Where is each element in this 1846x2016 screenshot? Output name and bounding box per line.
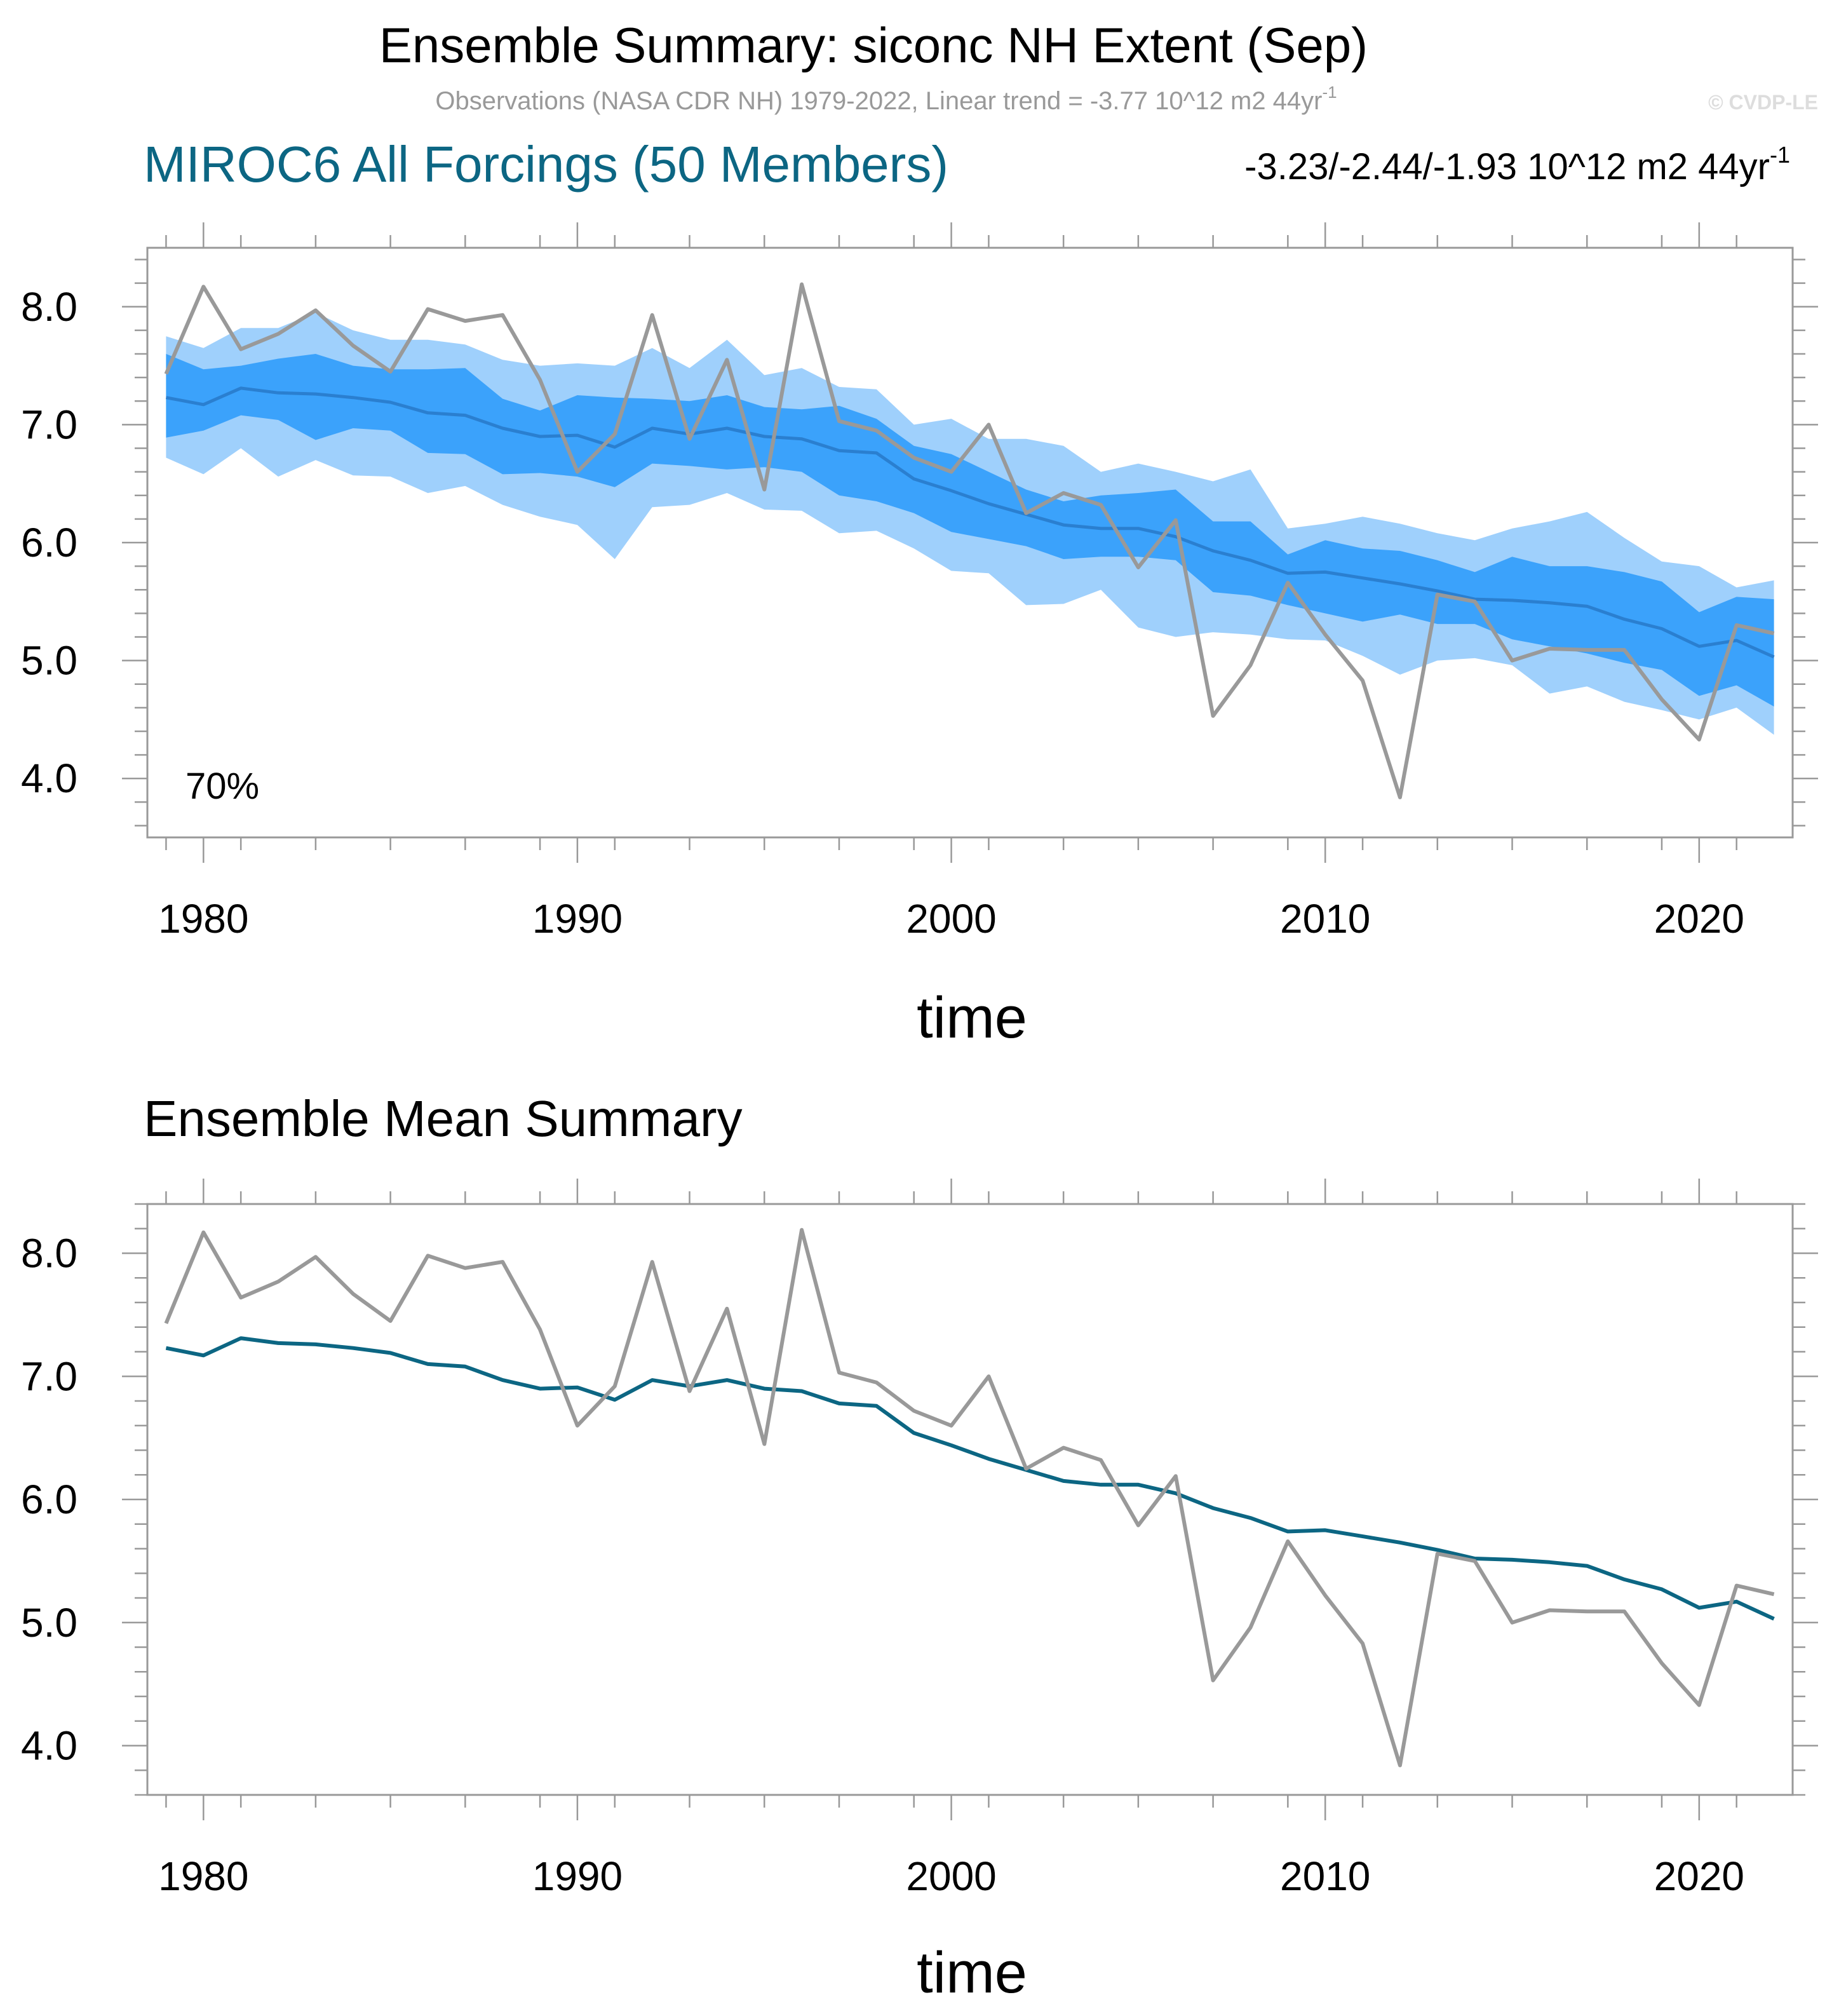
bottom-x-axis-label: time xyxy=(917,1940,1027,2005)
top-series-lines xyxy=(164,282,1775,799)
observations-trend-text: Observations (NASA CDR NH) 1979-2022, Li… xyxy=(435,87,1322,115)
top-panel-trend-text: -3.23/-2.44/-1.93 10^12 m2 44yr xyxy=(1244,146,1770,187)
bottom-panel-frame xyxy=(146,1203,1794,1796)
x-tick-label: 2010 xyxy=(1280,896,1370,942)
top-observations-line xyxy=(164,282,1775,799)
copyright-label: © CVDP-LE xyxy=(1708,91,1818,114)
y-tick-label: 8.0 xyxy=(21,1231,77,1276)
x-tick-label: 1980 xyxy=(158,896,248,942)
bottom-axes: 1980 1990 2000 2010 2020 4.0 5.0 6.0 7.0 8.0 xyxy=(21,1179,1818,1899)
x-tick-label: 2020 xyxy=(1654,1853,1744,1899)
y-tick-label: 8.0 xyxy=(21,284,77,330)
top-panel-title: MIROC6 All Forcings (50 Members) xyxy=(144,136,948,193)
figure-title: Ensemble Summary: siconc NH Extent (Sep) xyxy=(379,17,1368,73)
top-axes: 1980 1990 2000 2010 2020 4.0 5.0 6.0 7.0 8.0 xyxy=(21,222,1818,942)
y-tick-label: 6.0 xyxy=(21,520,77,565)
x-tick-label: 2000 xyxy=(906,896,996,942)
x-tick-label: 1990 xyxy=(532,1853,623,1899)
top-panel-trend: -3.23/-2.44/-1.93 10^12 m2 44yr-1 xyxy=(1244,142,1790,187)
top-panel-trend-sup: -1 xyxy=(1770,142,1790,168)
x-tick-label: 1980 xyxy=(158,1853,248,1899)
bottom-panel-plot: 1980 1990 2000 2010 2020 4.0 5.0 6.0 7.0 8.0 time xyxy=(21,1179,1818,2005)
x-tick-label: 2010 xyxy=(1280,1853,1370,1899)
y-tick-label: 4.0 xyxy=(21,1723,77,1769)
x-tick-label: 2020 xyxy=(1654,896,1744,942)
bottom-observations-line xyxy=(164,1228,1775,1768)
y-tick-label: 5.0 xyxy=(21,638,77,684)
top-percent-label: 70% xyxy=(185,766,259,807)
top-ensemble-mean-line xyxy=(165,386,1775,659)
observations-trend-line: Observations (NASA CDR NH) 1979-2022, Li… xyxy=(435,83,1337,115)
y-tick-label: 7.0 xyxy=(21,402,77,447)
bottom-ensemble-mean-line xyxy=(165,1336,1775,1621)
bottom-series-lines xyxy=(164,1228,1775,1768)
bottom-panel-title: Ensemble Mean Summary xyxy=(144,1090,743,1147)
y-tick-label: 7.0 xyxy=(21,1353,77,1399)
y-tick-label: 6.0 xyxy=(21,1477,77,1522)
top-x-axis-label: time xyxy=(917,985,1027,1050)
ensemble-70pct-band xyxy=(166,354,1774,707)
x-tick-label: 2000 xyxy=(906,1853,996,1899)
y-tick-label: 4.0 xyxy=(21,755,77,801)
top-ensemble-bands xyxy=(166,313,1774,735)
x-tick-label: 1990 xyxy=(532,896,623,942)
y-tick-label: 5.0 xyxy=(21,1600,77,1646)
observations-trend-sup: -1 xyxy=(1323,83,1337,102)
